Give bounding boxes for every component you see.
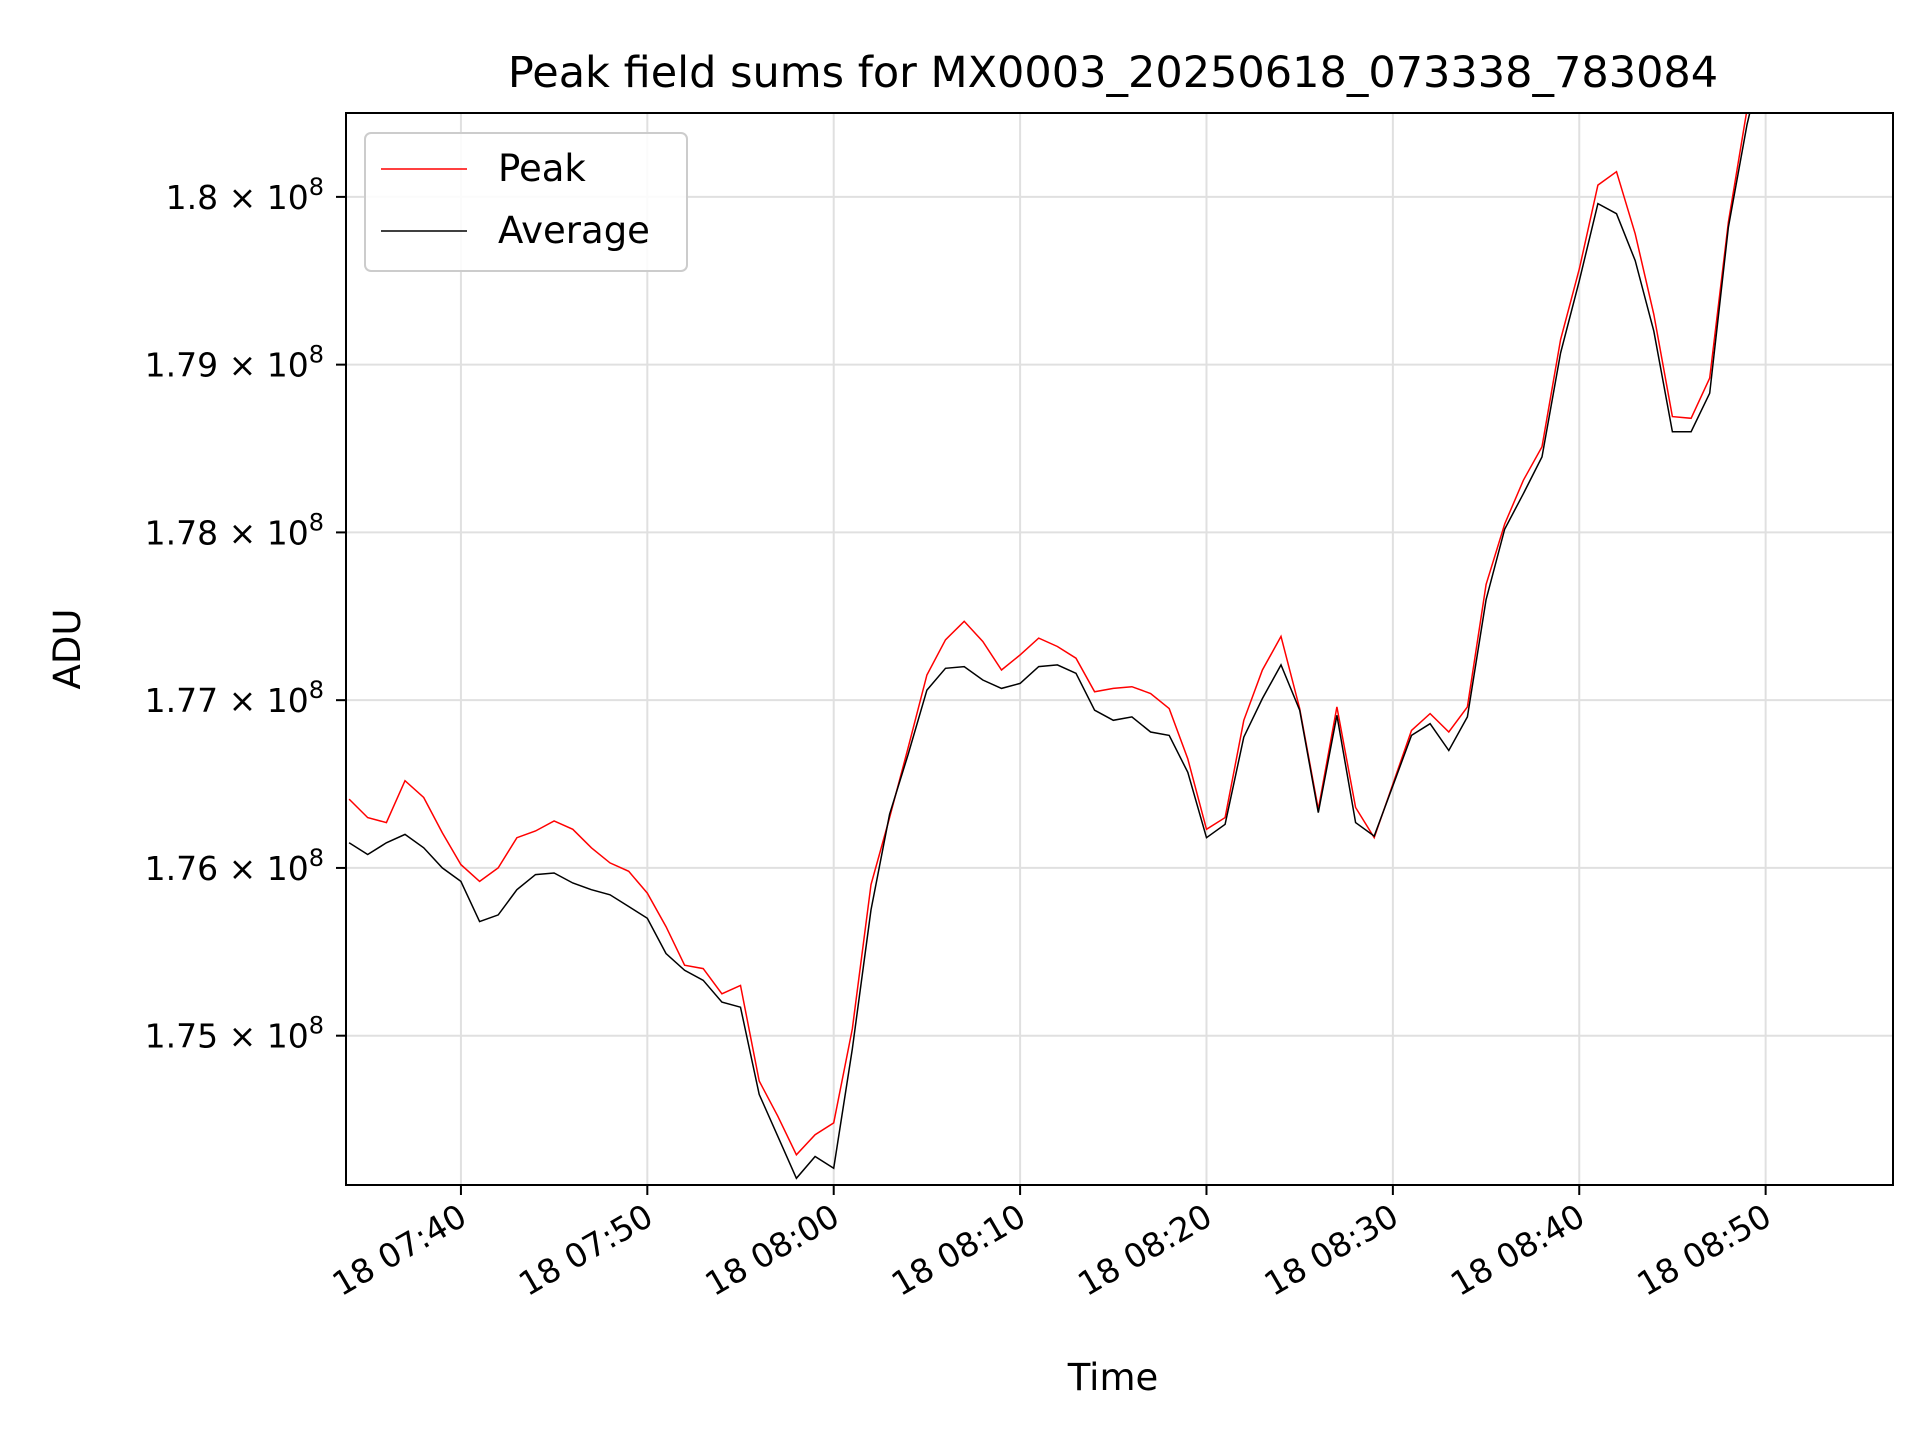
- y-tick-label: 1.75 × 108: [145, 1012, 324, 1056]
- y-tick-label: 1.77 × 108: [145, 676, 324, 720]
- legend-box: [364, 132, 688, 272]
- plot-frame: [345, 112, 1894, 1186]
- y-tick-label: 1.79 × 108: [145, 341, 324, 385]
- y-tick-label: 1.76 × 108: [145, 844, 324, 888]
- legend-label-average: Average: [498, 209, 650, 252]
- series-line-peak: [348, 113, 1748, 1157]
- y-tick-label: 1.78 × 108: [145, 508, 324, 552]
- x-axis-title: Time: [1067, 1356, 1159, 1399]
- chart-title: Peak field sums for MX0003_20250618_0733…: [508, 48, 1718, 98]
- grid: [346, 113, 1893, 1185]
- legend: Peak Average: [364, 132, 688, 272]
- y-axis: 1.75 × 108 1.76 × 108 1.77 × 108 1.78 × 108…: [145, 173, 346, 1056]
- y-tick-label: 1.8 × 108: [166, 173, 324, 217]
- legend-label-peak: Peak: [498, 147, 586, 190]
- series-line-average: [348, 113, 1751, 1180]
- y-axis-title: ADU: [46, 609, 89, 690]
